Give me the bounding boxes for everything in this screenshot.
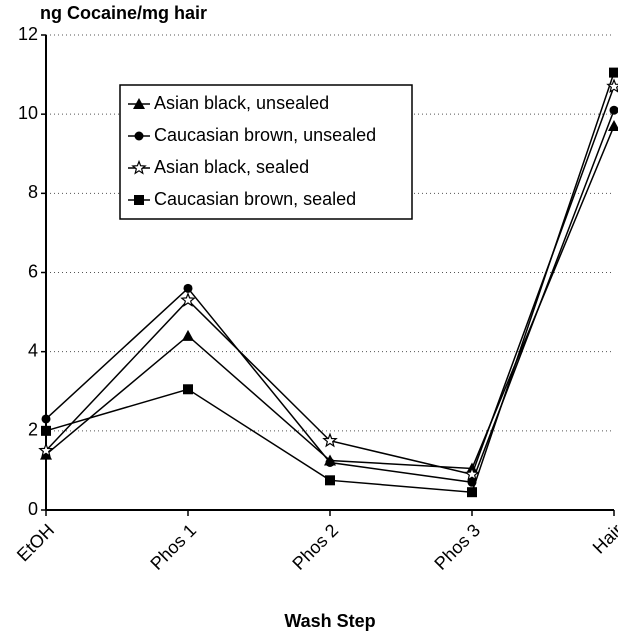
- y-tick-label: 4: [28, 340, 38, 360]
- y-tick-label: 0: [28, 499, 38, 519]
- marker: [606, 78, 618, 94]
- x-tick-label: Hair: [589, 520, 618, 557]
- marker: [41, 425, 51, 436]
- legend-label: Caucasian brown, sealed: [154, 189, 356, 209]
- y-tick-label: 8: [28, 182, 38, 202]
- marker: [467, 477, 477, 487]
- marker: [134, 131, 144, 141]
- marker: [325, 458, 335, 467]
- y-tick-label: 2: [28, 420, 38, 440]
- marker: [609, 67, 618, 78]
- marker: [41, 414, 51, 424]
- marker: [322, 432, 338, 448]
- x-tick-label: Phos 2: [288, 520, 342, 574]
- legend-label: Caucasian brown, unsealed: [154, 125, 376, 145]
- x-tick-label: EtOH: [13, 520, 58, 565]
- legend-label: Asian black, sealed: [154, 157, 309, 177]
- y-tick-label: 12: [18, 24, 38, 44]
- marker: [183, 384, 193, 395]
- marker: [180, 292, 196, 307]
- x-axis-label: Wash Step: [284, 611, 375, 631]
- marker: [464, 466, 480, 481]
- legend-box: [119, 84, 413, 220]
- marker: [325, 475, 335, 486]
- marker: [608, 120, 618, 132]
- marker: [182, 329, 194, 341]
- marker: [133, 98, 145, 109]
- chart-title: ng Cocaine/mg hair: [40, 3, 207, 23]
- marker: [467, 487, 477, 498]
- x-tick-label: Phos 3: [430, 520, 484, 574]
- y-tick-label: 10: [18, 103, 38, 123]
- legend-label: Asian black, unsealed: [154, 93, 329, 113]
- marker: [134, 195, 144, 205]
- marker: [183, 283, 193, 293]
- x-tick-label: Phos 1: [146, 520, 200, 574]
- marker: [609, 105, 618, 115]
- marker: [38, 442, 54, 458]
- legend: Asian black, unsealed Caucasian brown, un…: [119, 84, 413, 220]
- y-tick-label: 6: [28, 261, 38, 281]
- marker: [131, 159, 147, 175]
